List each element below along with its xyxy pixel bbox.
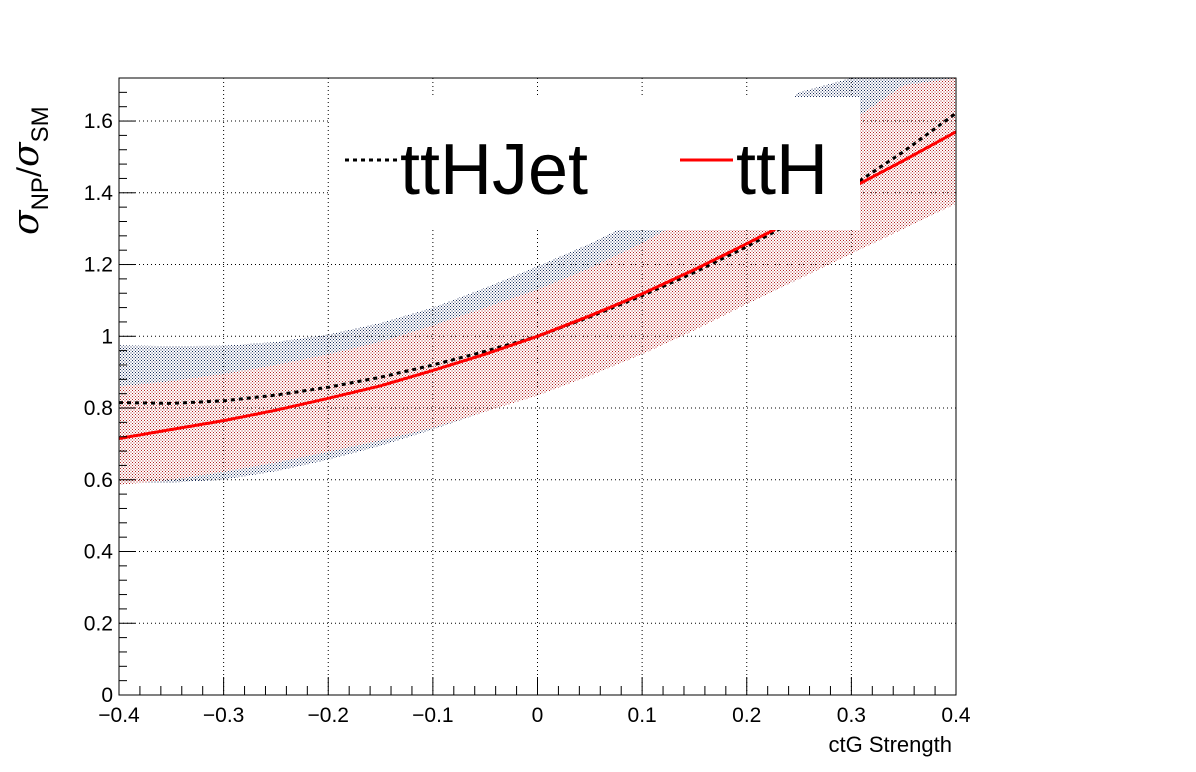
x-tick-label: 0.2 — [732, 704, 761, 727]
legend-label-tthjet: ttHJet — [400, 130, 588, 210]
x-tick-label: 0.4 — [941, 704, 971, 727]
y-tick-label: 0.6 — [84, 469, 113, 492]
y-axis-title: σNP/σSM — [6, 106, 54, 235]
axis-ticks — [118, 77, 957, 696]
legend-label-tth: ttH — [736, 130, 828, 210]
x-tick-label: 0.1 — [628, 704, 657, 727]
y-tick-label: 1.6 — [84, 110, 113, 133]
band-tth — [119, 78, 956, 486]
y-tick-labels: 0 0.2 0.4 0.6 0.8 1 1.2 1.4 1.6 — [84, 110, 114, 707]
x-tick-label: 0.3 — [837, 704, 866, 727]
legend: ttHJet ttH — [330, 97, 860, 230]
y-tick-label: 1 — [101, 325, 113, 348]
y-tick-label: 0.4 — [84, 541, 114, 564]
x-tick-label: −0.2 — [308, 704, 349, 727]
y-tick-label: 1.4 — [84, 182, 114, 205]
y-tick-label: 0.8 — [84, 397, 113, 420]
svg-text:σNP/σSM: σNP/σSM — [6, 106, 54, 235]
x-axis-title: ctG Strength — [828, 732, 952, 757]
x-tick-label: −0.4 — [98, 704, 140, 727]
x-tick-labels: −0.4 −0.3 −0.2 −0.1 0 0.1 0.2 0.3 0.4 — [98, 704, 971, 727]
y-tick-label: 1.2 — [84, 254, 113, 277]
y-tick-label: 0 — [101, 684, 113, 707]
y-tick-label: 0.2 — [84, 612, 113, 635]
x-tick-label: −0.3 — [203, 704, 244, 727]
legend-box — [330, 97, 860, 230]
x-tick-label: −0.1 — [412, 704, 453, 727]
x-tick-label: 0 — [532, 704, 544, 727]
